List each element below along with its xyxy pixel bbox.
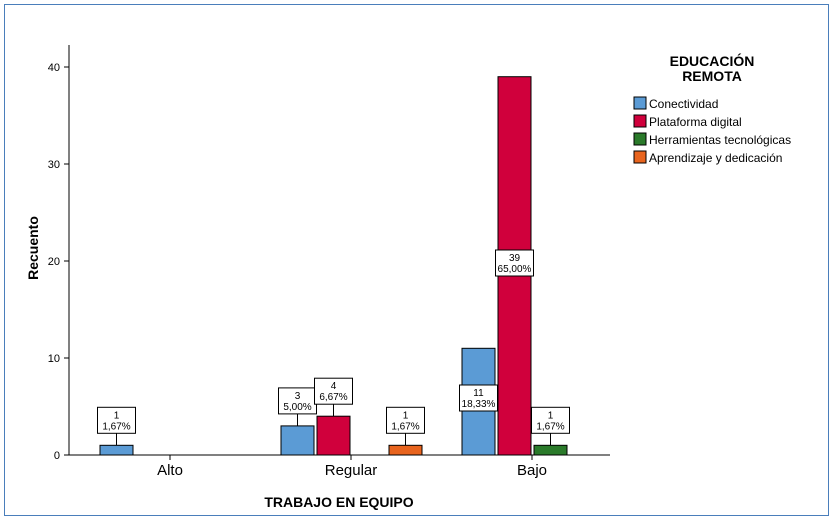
data-label-percent: 1,67% [391, 421, 419, 432]
legend-item-label: Herramientas tecnológicas [649, 133, 791, 147]
data-label-box [314, 377, 353, 405]
x-axis-title: TRABAJO EN EQUIPO [264, 494, 413, 510]
y-tick-label: 40 [48, 62, 60, 74]
bar [533, 444, 568, 456]
data-label-count: 39 [509, 253, 521, 264]
legend-swatch [633, 150, 647, 164]
bar [316, 415, 351, 456]
data-label-percent: 1,67% [536, 421, 564, 432]
legend: EDUCACIÓN REMOTA Conectividad Plataforma … [633, 52, 791, 165]
x-category-label: Alto [157, 462, 183, 479]
y-tick-label: 20 [48, 256, 60, 268]
data-label-count: 1 [548, 410, 554, 421]
y-tick-label: 0 [54, 450, 60, 462]
x-category-label: Regular [325, 462, 378, 479]
legend-title-line2: REMOTA [682, 68, 742, 84]
bar [280, 425, 315, 456]
data-label-percent: 5,00% [283, 402, 311, 413]
y-axis-title: Recuento [25, 216, 41, 280]
legend-item-label: Aprendizaje y dedicación [649, 151, 782, 165]
data-label-count: 1 [403, 410, 409, 421]
data-label-box [386, 406, 425, 434]
legend-swatch [633, 132, 647, 146]
data-label-box [531, 406, 570, 434]
data-label-percent: 18,33% [462, 399, 496, 410]
legend-item-label: Plataforma digital [649, 115, 742, 129]
y-tick-label: 30 [48, 159, 60, 171]
legend-swatch [633, 96, 647, 110]
bar [388, 444, 423, 456]
data-label-percent: 65,00% [498, 264, 532, 275]
data-label-count: 11 [473, 388, 484, 399]
legend-swatch [633, 114, 647, 128]
data-label-count: 1 [114, 410, 120, 421]
data-label-box [459, 384, 498, 412]
data-label-box [278, 387, 317, 415]
bar [99, 444, 134, 456]
data-label-box [97, 406, 136, 434]
data-label-percent: 1,67% [102, 421, 130, 432]
y-tick-label: 10 [48, 353, 60, 365]
data-label-count: 3 [295, 391, 301, 402]
legend-item-label: Conectividad [649, 97, 718, 111]
data-label-box [495, 249, 534, 277]
data-label-count: 4 [331, 381, 337, 392]
x-category-label: Bajo [517, 462, 547, 479]
legend-title-line1: EDUCACIÓN [670, 52, 755, 69]
data-label-percent: 6,67% [319, 392, 347, 403]
